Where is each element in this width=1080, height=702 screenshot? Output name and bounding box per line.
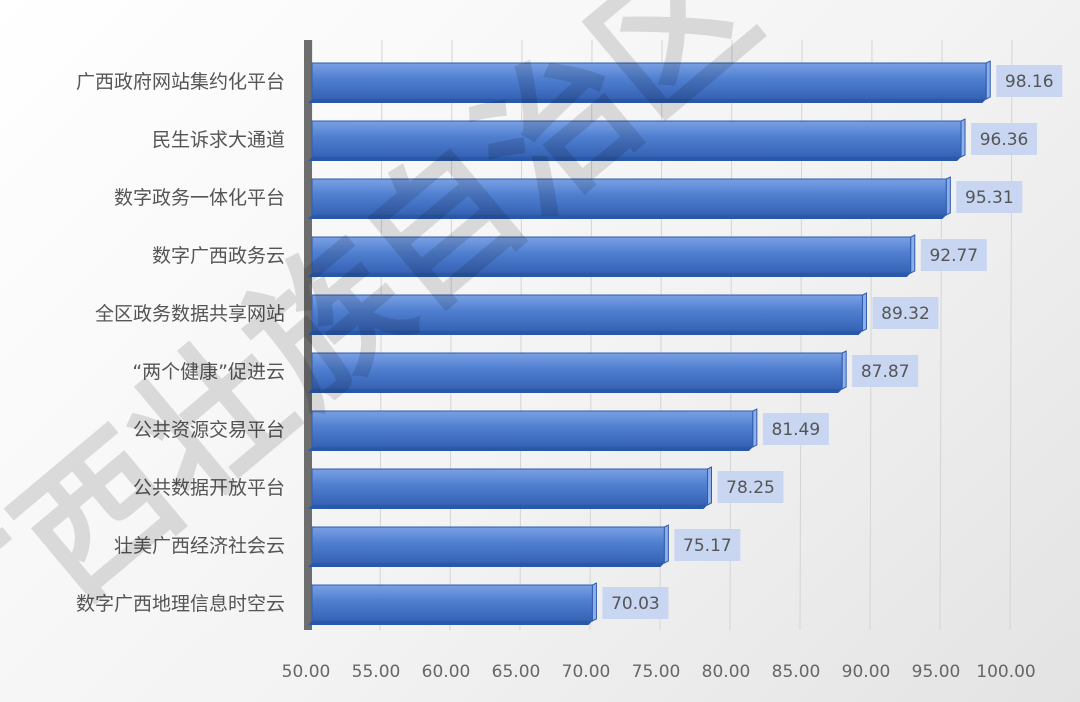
bar-group: 87.87 xyxy=(308,350,919,393)
bar xyxy=(311,526,665,564)
bar-group: 98.16 xyxy=(308,60,1063,103)
bar-bottom-face xyxy=(308,447,753,451)
data-label-box xyxy=(996,65,1063,97)
category-label: 数字政务一体化平台 xyxy=(114,187,285,209)
x-tick-labels: 50.00 55.00 60.00 65.00 70.00 75.00 80.00 85.00… xyxy=(282,662,1036,682)
bar-bottom-face xyxy=(308,505,708,509)
bar xyxy=(311,468,708,506)
bar-group: 95.31 xyxy=(308,176,1023,219)
bar-group: 75.17 xyxy=(308,524,741,567)
category-label: “两个健康”促进云 xyxy=(132,361,285,383)
data-label: 95.31 xyxy=(965,188,1014,208)
x-tick-label: 65.00 xyxy=(492,662,541,682)
category-label: 公共数据开放平台 xyxy=(133,477,285,499)
category-label: 公共资源交易平台 xyxy=(133,419,285,441)
data-label: 78.25 xyxy=(726,478,775,498)
data-label-box xyxy=(602,587,669,619)
data-label-box xyxy=(674,529,741,561)
bar-bottom-face xyxy=(308,157,962,161)
x-tick-label: 70.00 xyxy=(562,662,611,682)
bar xyxy=(311,410,754,448)
bar xyxy=(311,178,947,216)
bar-end-face xyxy=(985,60,991,100)
data-label: 87.87 xyxy=(861,362,910,382)
data-label-box xyxy=(852,355,919,387)
bar-group: 92.77 xyxy=(308,234,987,277)
category-labels: 广西政府网站集约化平台民生诉求大通道数字政务一体化平台数字广西政务云全区政务数据… xyxy=(76,71,285,615)
bar xyxy=(311,120,962,158)
data-label-box xyxy=(920,239,987,271)
bar-end-face xyxy=(960,118,966,158)
bar-end-face xyxy=(945,176,951,216)
x-tick-label: 80.00 xyxy=(702,662,751,682)
bar xyxy=(311,62,987,100)
bar-bottom-face xyxy=(308,215,947,219)
data-label-box xyxy=(762,413,829,445)
x-tick-label: 55.00 xyxy=(352,662,401,682)
bar xyxy=(311,352,843,390)
bar-end-face xyxy=(841,350,847,390)
x-tick-label: 50.00 xyxy=(282,662,331,682)
bar-group: 81.49 xyxy=(308,408,829,451)
bar-group: 70.03 xyxy=(308,582,669,625)
x-tick-label: 100.00 xyxy=(976,662,1035,682)
bar-bottom-face xyxy=(308,273,911,277)
category-label: 壮美广西经济社会云 xyxy=(114,535,285,557)
bar-bottom-face xyxy=(308,331,863,335)
data-label: 89.32 xyxy=(881,304,930,324)
bars: 98.16 96.36 95.31 92.77 89.32 87.87 81.49 78.25… xyxy=(308,60,1063,625)
bar-end-face xyxy=(752,408,758,448)
x-tick-label: 85.00 xyxy=(772,662,821,682)
x-tick-label: 75.00 xyxy=(632,662,681,682)
x-tick-label: 60.00 xyxy=(422,662,471,682)
data-label-box xyxy=(956,181,1023,213)
data-label: 96.36 xyxy=(980,130,1029,150)
data-label-box xyxy=(971,123,1038,155)
data-label: 75.17 xyxy=(683,536,732,556)
category-label: 广西政府网站集约化平台 xyxy=(76,71,285,93)
bar-bottom-face xyxy=(308,563,665,567)
bar-group: 89.32 xyxy=(308,292,939,335)
bar-bottom-face xyxy=(308,621,593,625)
bar-end-face xyxy=(707,466,712,506)
data-label: 70.03 xyxy=(611,594,660,614)
x-tick-label: 95.00 xyxy=(912,662,961,682)
bar-bottom-face xyxy=(308,99,987,103)
bar-group: 96.36 xyxy=(308,118,1038,161)
bar-end-face xyxy=(910,234,916,274)
category-label: 数字广西地理信息时空云 xyxy=(76,593,285,615)
data-label-box xyxy=(717,471,784,503)
x-tick-label: 90.00 xyxy=(842,662,891,682)
bar xyxy=(311,584,593,622)
category-label: 民生诉求大通道 xyxy=(152,129,285,151)
bar xyxy=(311,236,912,274)
bar-group: 78.25 xyxy=(308,466,784,509)
data-label: 98.16 xyxy=(1005,72,1054,92)
category-label: 数字广西政务云 xyxy=(152,245,285,267)
data-label-box xyxy=(872,297,939,329)
bar-end-face xyxy=(591,582,597,622)
data-label: 92.77 xyxy=(929,246,978,266)
category-label: 全区政务数据共享网站 xyxy=(95,303,285,325)
bar xyxy=(311,294,863,332)
bar-end-face xyxy=(861,292,867,332)
bar-bottom-face xyxy=(308,389,843,393)
bar-end-face xyxy=(663,524,669,564)
data-label: 81.49 xyxy=(772,420,821,440)
